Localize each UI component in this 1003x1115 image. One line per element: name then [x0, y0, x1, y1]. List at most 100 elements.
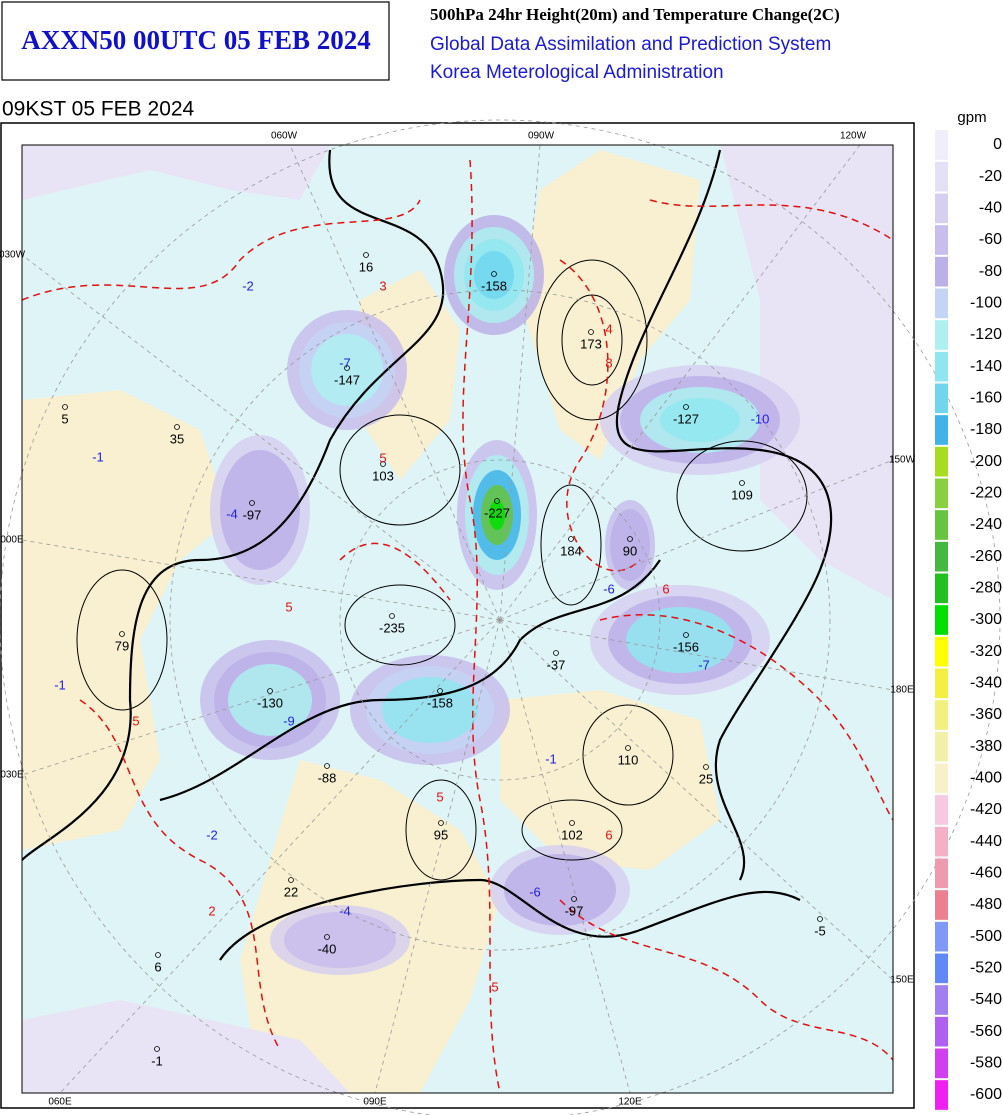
temp-label: 5 [285, 599, 292, 614]
extremum-marker [288, 877, 294, 883]
colorbar-label: -80 [979, 263, 1002, 280]
colorbar-label: -600 [970, 1086, 1002, 1103]
zero-contour [159, 559, 661, 802]
temp-label: 4 [605, 321, 612, 336]
extremum-marker [817, 916, 823, 922]
colorbar-swatch [935, 636, 948, 667]
extremum-marker [62, 404, 68, 410]
height-label: 16 [359, 259, 373, 274]
height-label: -147 [334, 372, 360, 387]
system-name: Global Data Assimilation and Prediction … [430, 34, 831, 55]
map-area [0, 119, 1001, 1115]
height-label: 110 [618, 752, 639, 767]
meridian [374, 619, 501, 1094]
colorbar-label: -300 [970, 611, 1002, 628]
height-label: -227 [484, 505, 510, 520]
shade [22, 1000, 350, 1093]
temp-contour [649, 199, 894, 241]
extremum-marker [380, 461, 386, 467]
extremum-marker [154, 1046, 160, 1052]
colorbar-label: -440 [970, 833, 1002, 850]
grid-label: 000E [0, 535, 24, 546]
temp-label: 6 [662, 581, 669, 596]
colorbar-label: -240 [970, 516, 1002, 533]
temp-label: -4 [226, 506, 238, 521]
colorbar-swatch [935, 541, 948, 572]
height-label: -156 [673, 639, 699, 654]
height-label: 95 [434, 827, 448, 842]
latitude-circle [169, 289, 831, 951]
temp-label: -10 [751, 411, 770, 426]
temp-contour [559, 259, 641, 572]
land [22, 390, 230, 850]
height-label: 102 [561, 827, 583, 842]
height-shade [228, 664, 312, 736]
grid-label: 060W [271, 131, 298, 142]
colorbar-label: -120 [970, 326, 1002, 343]
zero-contour [21, 149, 445, 861]
meridian [499, 459, 894, 621]
colorbar-label: -40 [979, 200, 1002, 217]
colorbar-swatch [935, 921, 948, 952]
height-label: -97 [243, 507, 262, 522]
temp-label: 5 [379, 450, 386, 465]
colorbar-swatch [935, 415, 948, 445]
contour [540, 484, 602, 606]
temp-label: -6 [529, 884, 541, 899]
colorbar-swatch [935, 161, 948, 192]
colorbar-label: -220 [970, 485, 1002, 502]
temp-label: -9 [283, 713, 295, 728]
colorbar-label: -480 [970, 896, 1002, 913]
height-label: -1 [151, 1053, 163, 1068]
extremum-marker [155, 952, 161, 958]
height-label: 109 [731, 487, 753, 502]
extremum-marker [683, 404, 689, 410]
temp-contour [79, 699, 281, 1051]
temp-label: -7 [339, 355, 351, 370]
colorbar-swatch [935, 288, 948, 319]
height-label: 90 [623, 543, 637, 558]
colorbar-swatch [935, 763, 948, 794]
extremum-marker [553, 650, 559, 656]
colorbar-swatch [935, 193, 948, 224]
meridian [21, 539, 501, 621]
temp-contour [339, 542, 451, 601]
extremum-marker [324, 763, 330, 769]
temp-label: -4 [339, 903, 351, 918]
colorbar-label: -360 [970, 706, 1002, 723]
colorbar-label: -20 [979, 168, 1002, 185]
height-label: 6 [154, 959, 161, 974]
agency-name: Korea Meterological Administration [430, 62, 724, 83]
contour [521, 799, 623, 861]
colorbar-swatch [935, 478, 948, 509]
height-shade [610, 509, 650, 581]
height-label: -130 [257, 695, 283, 710]
colorbar-label: -540 [970, 991, 1002, 1008]
contour [344, 584, 456, 666]
colorbar-label: -160 [970, 390, 1002, 407]
height-label: -127 [673, 411, 699, 426]
extremum-marker [568, 536, 574, 542]
extremum-marker [119, 631, 125, 637]
colorbar-swatch [935, 351, 948, 382]
extremum-marker [627, 536, 633, 542]
height-shade [660, 398, 740, 442]
colorbar-label: -100 [970, 295, 1002, 312]
extremum-marker [324, 934, 330, 940]
grid-label: 090W [528, 131, 555, 142]
meridian [289, 144, 501, 621]
grid-label: 030W [0, 250, 26, 261]
colorbar: 0 -20 -40 -60 -80 -100 -120 -140 -160 -180 -200 -22… [935, 130, 1002, 1110]
height-label: 79 [115, 638, 129, 653]
grid-label: 060E [48, 1097, 72, 1108]
colorbar-label: -200 [970, 453, 1002, 470]
temp-label: 5 [491, 979, 498, 994]
temp-label: -2 [242, 278, 254, 293]
colorbar-swatch [935, 731, 948, 762]
colorbar-swatch [935, 510, 948, 540]
height-label: -88 [318, 770, 337, 785]
temp-label: 2 [208, 903, 215, 918]
grid-label: 150E [890, 975, 914, 986]
zero-contour [219, 878, 801, 961]
